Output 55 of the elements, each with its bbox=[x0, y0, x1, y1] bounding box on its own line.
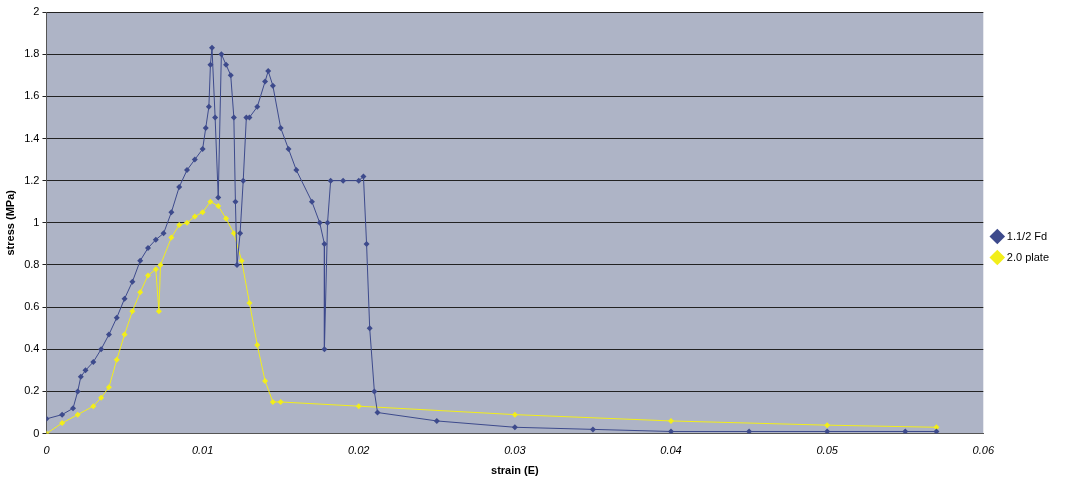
y-tick-label: 2 bbox=[33, 5, 40, 18]
point bbox=[184, 219, 191, 226]
point bbox=[144, 272, 151, 279]
point bbox=[262, 377, 269, 384]
point bbox=[155, 308, 162, 315]
point bbox=[277, 398, 284, 405]
point bbox=[230, 230, 237, 237]
point bbox=[246, 299, 253, 306]
point bbox=[254, 342, 261, 349]
point bbox=[105, 384, 112, 391]
point bbox=[59, 420, 66, 427]
point bbox=[511, 411, 518, 418]
point bbox=[269, 398, 276, 405]
point bbox=[199, 209, 206, 216]
point bbox=[191, 213, 198, 220]
y-tick-label: 1.4 bbox=[24, 131, 40, 144]
point bbox=[933, 424, 940, 431]
y-tick-label: 0 bbox=[33, 426, 40, 439]
point bbox=[223, 215, 230, 222]
point bbox=[238, 257, 245, 264]
point bbox=[824, 422, 831, 429]
point bbox=[98, 394, 105, 401]
x-tick-label: 0 bbox=[43, 444, 51, 457]
point bbox=[113, 356, 120, 363]
y-tick-label: 0.2 bbox=[24, 384, 40, 397]
point bbox=[157, 261, 164, 268]
y-tick-label: 1.8 bbox=[24, 47, 40, 60]
x-tick-label: 0.05 bbox=[816, 444, 839, 457]
x-tick-label: 0.01 bbox=[191, 444, 214, 457]
y-tick-label: 0.8 bbox=[24, 257, 40, 270]
point bbox=[152, 266, 159, 273]
point bbox=[355, 403, 362, 410]
legend-label: 1.1/2 Fd bbox=[1006, 229, 1048, 242]
y-tick-label: 0.6 bbox=[24, 300, 40, 313]
x-axis-title: strain (E) bbox=[491, 464, 540, 477]
y-tick-label: 1 bbox=[33, 215, 40, 228]
legend-label: 2.0 plate bbox=[1006, 250, 1049, 263]
point bbox=[74, 411, 81, 418]
point bbox=[668, 417, 675, 424]
point bbox=[215, 202, 222, 209]
y-axis-title: stress (MPa) bbox=[3, 189, 16, 256]
y-tick-label: 1.6 bbox=[24, 89, 40, 102]
x-tick-label: 0.03 bbox=[504, 444, 527, 457]
point bbox=[176, 221, 183, 228]
point bbox=[168, 234, 175, 241]
y-tick-label: 0.4 bbox=[24, 342, 40, 355]
point bbox=[129, 308, 136, 315]
point bbox=[121, 331, 128, 338]
x-tick-label: 0.04 bbox=[660, 444, 682, 457]
point bbox=[207, 198, 214, 205]
x-tick-label: 0.06 bbox=[972, 444, 995, 457]
x-tick-label: 0.02 bbox=[348, 444, 370, 457]
point bbox=[90, 403, 97, 410]
y-tick-label: 1.2 bbox=[24, 173, 40, 186]
point bbox=[137, 289, 144, 296]
